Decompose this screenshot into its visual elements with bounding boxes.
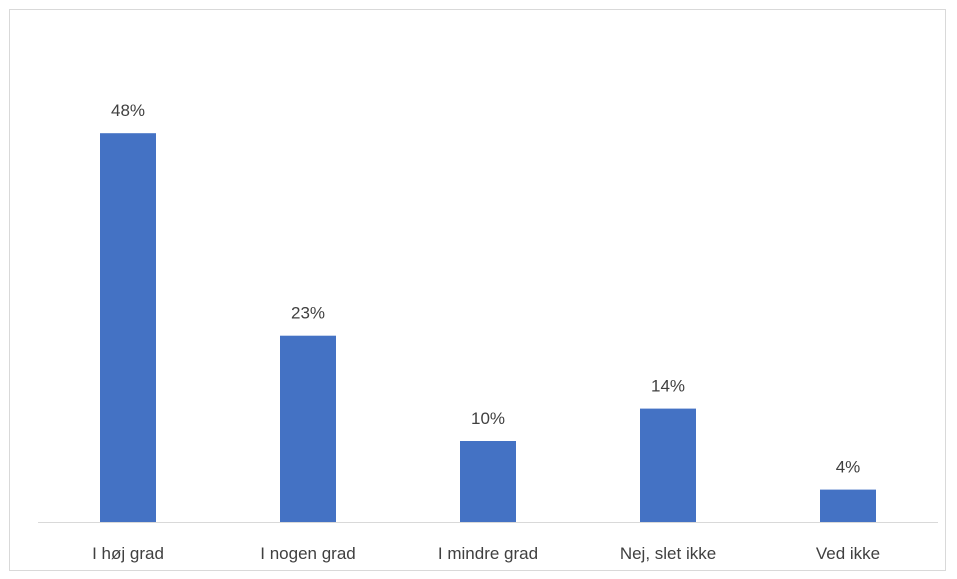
bars-group	[100, 133, 876, 522]
bar-4	[820, 489, 876, 522]
category-label-3: Nej, slet ikke	[620, 544, 716, 563]
bar-0	[100, 133, 156, 522]
bar-3	[640, 408, 696, 522]
bar-1	[280, 335, 336, 522]
category-labels-group: I høj grad I nogen grad I mindre grad Nej, …	[92, 544, 880, 563]
category-label-4: Ved ikke	[816, 544, 880, 563]
category-label-0: I høj grad	[92, 544, 164, 563]
data-label-3: 14%	[651, 377, 685, 396]
data-label-1: 23%	[291, 304, 325, 323]
data-label-2: 10%	[471, 409, 505, 428]
data-label-0: 48%	[111, 101, 145, 120]
data-label-4: 4%	[836, 458, 861, 477]
bar-2	[460, 441, 516, 522]
category-label-2: I mindre grad	[438, 544, 538, 563]
data-labels-group: 48% 23% 10% 14% 4%	[111, 101, 860, 476]
category-label-1: I nogen grad	[260, 544, 355, 563]
